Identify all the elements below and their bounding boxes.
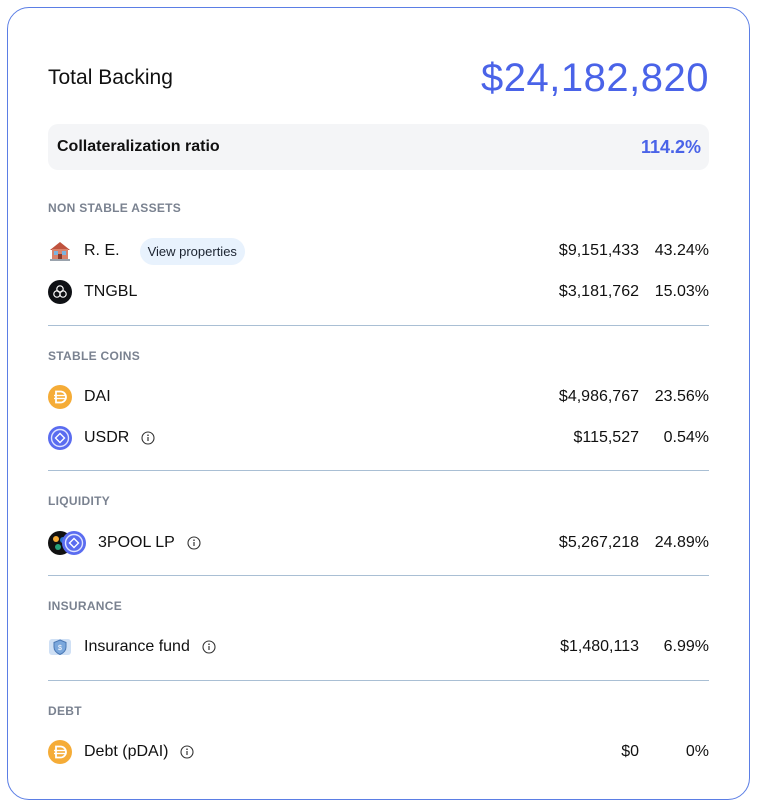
info-icon[interactable] <box>202 640 216 654</box>
info-icon[interactable] <box>180 745 195 759</box>
asset-row-3pool-lp: 3POOL LP $5,267,218 24.89% <box>48 528 709 558</box>
asset-name: Insurance fund <box>84 638 190 655</box>
svg-text:$: $ <box>58 645 62 652</box>
asset-name: DAI <box>84 388 111 405</box>
asset-amount: $4,986,767 <box>558 388 639 405</box>
divider <box>48 575 709 576</box>
pdai-coin-icon <box>48 740 72 764</box>
section-title-insurance: INSURANCE <box>48 599 123 613</box>
asset-amount: $9,151,433 <box>558 242 639 259</box>
divider <box>48 680 709 681</box>
view-properties-button[interactable]: View properties <box>139 237 245 265</box>
asset-amount: $115,527 <box>573 429 639 446</box>
total-backing-value: $24,182,820 <box>481 55 709 100</box>
asset-percentage: 43.24% <box>654 242 709 259</box>
asset-name: USDR <box>84 429 130 446</box>
house-icon <box>48 239 72 263</box>
dai-coin-icon <box>48 385 72 409</box>
info-icon[interactable] <box>187 536 201 550</box>
asset-amount: $3,181,762 <box>558 283 639 300</box>
section-title-non-stable-assets: NON STABLE ASSETS <box>48 201 182 215</box>
page-title: Total Backing <box>48 66 173 89</box>
section-title-liquidity: LIQUIDITY <box>48 494 111 508</box>
asset-percentage: 23.56% <box>654 388 709 405</box>
asset-row-dai: DAI $4,986,767 23.56% <box>48 382 709 412</box>
asset-percentage: 0.54% <box>663 429 709 446</box>
ratio-label: Collateralization ratio <box>57 138 220 155</box>
asset-amount: $5,267,218 <box>558 534 639 551</box>
asset-name: 3POOL LP <box>98 534 175 551</box>
asset-percentage: 24.89% <box>654 534 709 551</box>
asset-percentage: 15.03% <box>654 283 709 300</box>
ratio-value: 114.2% <box>640 136 701 157</box>
card-content: Total Backing $24,182,820 Collateralizat… <box>48 8 709 799</box>
asset-amount: $1,480,113 <box>560 638 639 655</box>
info-icon[interactable] <box>141 431 155 445</box>
asset-row-debt-pdai: Debt (pDAI) $0 0% <box>48 737 709 767</box>
backing-card: Total Backing $24,182,820 Collateralizat… <box>7 7 750 800</box>
asset-percentage: 6.99% <box>663 638 709 655</box>
tngbl-token-icon <box>48 280 72 304</box>
asset-row-tngbl: TNGBL $3,181,762 15.03% <box>48 277 709 307</box>
asset-percentage: 0% <box>685 743 709 760</box>
3pool-lp-icon <box>48 531 86 555</box>
asset-row-insurance-fund: $ Insurance fund $1,480,113 6.99% <box>48 632 709 662</box>
collateralization-ratio-box: Collateralization ratio 114.2% <box>48 124 709 170</box>
asset-name: TNGBL <box>84 283 138 300</box>
insurance-shield-icon: $ <box>48 635 72 659</box>
asset-row-usdr: USDR $115,527 0.54% <box>48 423 709 453</box>
asset-name: R. E. <box>84 242 120 259</box>
asset-amount: $0 <box>621 743 639 760</box>
section-title-stable-coins: STABLE COINS <box>48 349 141 363</box>
header: Total Backing $24,182,820 <box>48 48 709 108</box>
divider <box>48 470 709 471</box>
usdr-coin-icon <box>48 426 72 450</box>
divider <box>48 325 709 326</box>
section-title-debt: DEBT <box>48 704 82 718</box>
asset-name: Debt (pDAI) <box>84 743 169 760</box>
asset-row-re: R. E. View properties $9,151,433 43.24% <box>48 236 709 266</box>
